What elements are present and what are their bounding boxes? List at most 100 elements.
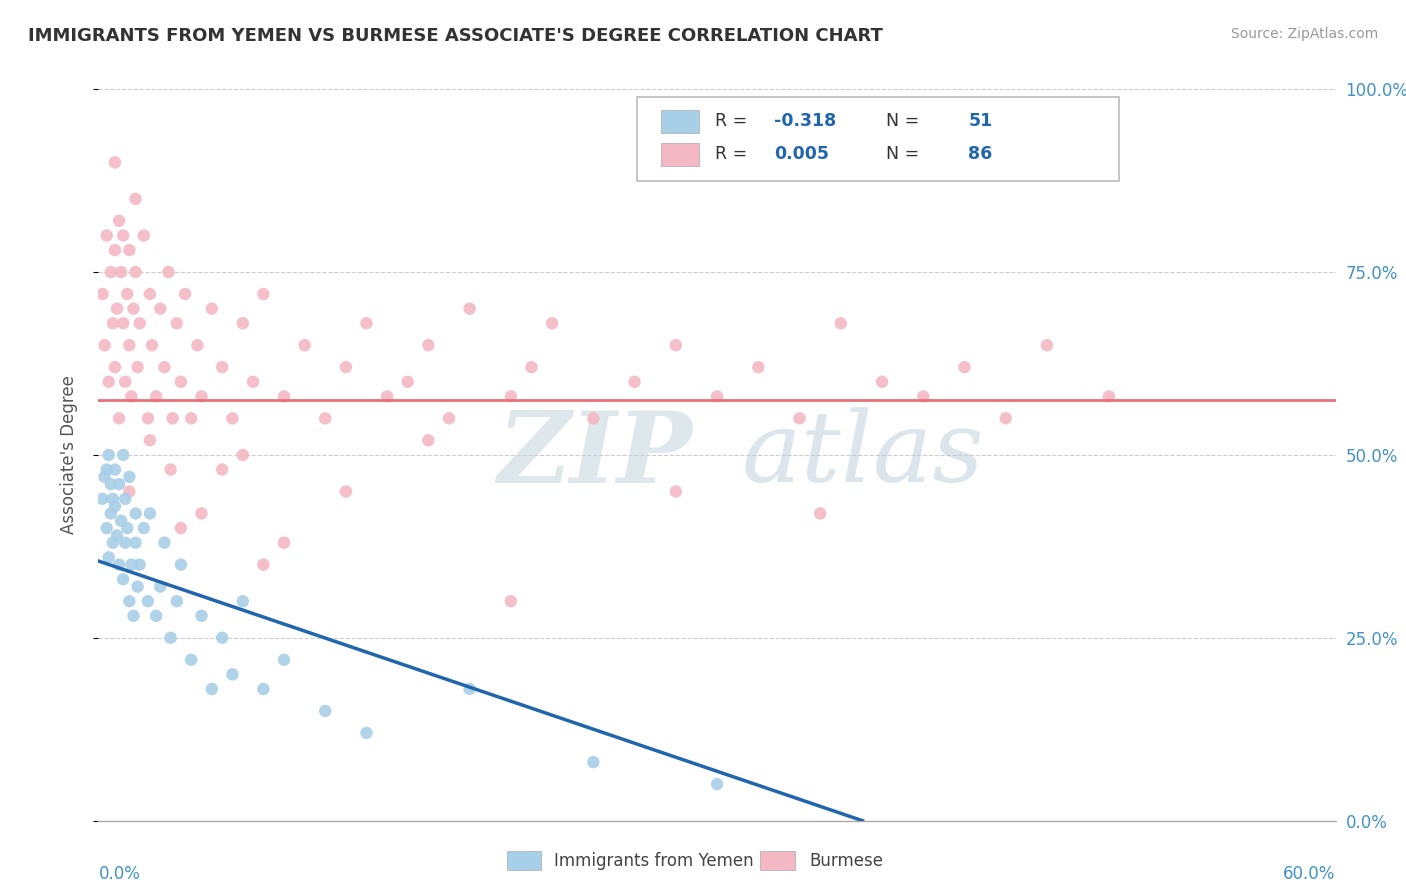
Point	[118, 594, 141, 608]
Point	[122, 608, 145, 623]
Text: atlas: atlas	[742, 408, 984, 502]
Point	[128, 558, 150, 572]
Point	[97, 550, 120, 565]
Text: 60.0%: 60.0%	[1284, 864, 1336, 882]
Text: 0.005: 0.005	[773, 145, 830, 163]
Point	[149, 580, 172, 594]
Point	[112, 448, 135, 462]
Point	[101, 316, 124, 330]
Point	[100, 477, 122, 491]
Point	[139, 507, 162, 521]
Point	[118, 470, 141, 484]
Point	[100, 265, 122, 279]
Point	[120, 389, 142, 403]
Point	[108, 214, 131, 228]
Point	[232, 448, 254, 462]
Text: R =: R =	[714, 145, 752, 163]
Point	[1036, 338, 1059, 352]
Point	[108, 558, 131, 572]
Point	[104, 462, 127, 476]
Point	[112, 316, 135, 330]
Point	[808, 507, 831, 521]
Y-axis label: Associate's Degree: Associate's Degree	[59, 376, 77, 534]
Point	[108, 411, 131, 425]
Point	[108, 477, 131, 491]
Point	[159, 462, 181, 476]
Text: N =: N =	[876, 145, 925, 163]
Point	[706, 777, 728, 791]
Point	[170, 558, 193, 572]
Point	[211, 360, 233, 375]
Point	[118, 338, 141, 352]
Point	[149, 301, 172, 316]
Point	[273, 535, 295, 549]
Point	[273, 389, 295, 403]
Point	[335, 360, 357, 375]
Point	[153, 360, 176, 375]
Point	[91, 287, 114, 301]
Text: 86: 86	[969, 145, 993, 163]
Point	[232, 316, 254, 330]
Point	[953, 360, 976, 375]
Point	[118, 484, 141, 499]
Point	[665, 338, 688, 352]
Point	[104, 155, 127, 169]
Point	[396, 375, 419, 389]
Point	[418, 338, 440, 352]
Point	[136, 411, 159, 425]
Point	[132, 228, 155, 243]
Point	[114, 535, 136, 549]
Point	[101, 535, 124, 549]
Point	[96, 228, 118, 243]
Point	[458, 301, 481, 316]
Point	[122, 301, 145, 316]
Point	[132, 521, 155, 535]
Point	[201, 301, 224, 316]
Point	[314, 704, 336, 718]
Point	[97, 448, 120, 462]
Point	[706, 389, 728, 403]
Point	[170, 521, 193, 535]
Point	[110, 265, 132, 279]
Point	[139, 434, 162, 448]
Point	[665, 484, 688, 499]
Text: Source: ZipAtlas.com: Source: ZipAtlas.com	[1230, 27, 1378, 41]
Point	[458, 681, 481, 696]
Point	[356, 726, 378, 740]
Text: ZIP: ZIP	[498, 407, 692, 503]
Point	[211, 462, 233, 476]
Bar	[761, 851, 794, 870]
Point	[356, 316, 378, 330]
Point	[912, 389, 935, 403]
Point	[1098, 389, 1121, 403]
Point	[186, 338, 208, 352]
Point	[747, 360, 769, 375]
Point	[162, 411, 184, 425]
Text: N =: N =	[876, 112, 925, 130]
Text: 51: 51	[969, 112, 993, 130]
Point	[582, 411, 605, 425]
Text: -0.318: -0.318	[773, 112, 837, 130]
Point	[170, 375, 193, 389]
Point	[623, 375, 645, 389]
Point	[830, 316, 852, 330]
Point	[211, 631, 233, 645]
Point	[232, 594, 254, 608]
Point	[252, 287, 274, 301]
Point	[91, 491, 114, 506]
Point	[294, 338, 316, 352]
Point	[110, 514, 132, 528]
Point	[112, 228, 135, 243]
Bar	[661, 143, 699, 166]
Point	[174, 287, 197, 301]
Point	[114, 375, 136, 389]
Point	[180, 653, 202, 667]
Point	[139, 287, 162, 301]
Point	[190, 389, 212, 403]
Point	[114, 491, 136, 506]
Point	[335, 484, 357, 499]
Point	[520, 360, 543, 375]
Point	[870, 375, 893, 389]
Point	[112, 572, 135, 586]
Point	[117, 521, 139, 535]
